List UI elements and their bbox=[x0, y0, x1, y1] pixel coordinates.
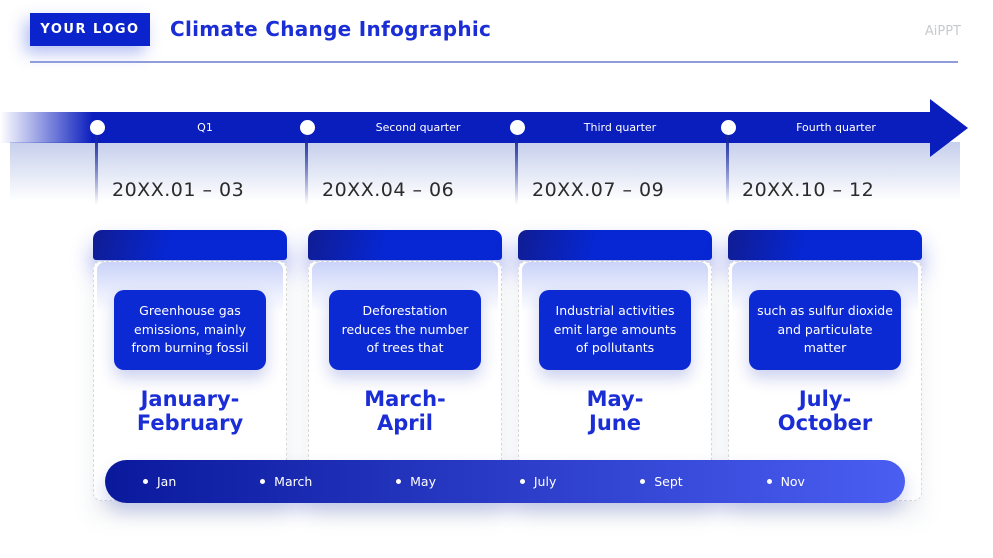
month-item-july: July bbox=[519, 474, 557, 489]
card-title: May- June bbox=[586, 387, 644, 435]
quarter-label-q4: Fourth quarter bbox=[796, 121, 876, 134]
card-january-february: Greenhouse gas emissions, mainly from bu… bbox=[93, 261, 287, 501]
timeline-dot-icon bbox=[510, 120, 525, 135]
page-title: Climate Change Infographic bbox=[170, 17, 492, 41]
card-description: Deforestation reduces the number of tree… bbox=[341, 302, 469, 356]
month-item-sept: Sept bbox=[640, 474, 683, 489]
month-label: March bbox=[274, 474, 313, 489]
header-divider bbox=[30, 61, 958, 63]
month-item-march: March bbox=[260, 474, 312, 489]
month-item-nov: Nov bbox=[766, 474, 805, 489]
month-item-jan: Jan bbox=[143, 474, 176, 489]
card-header-bar bbox=[308, 230, 502, 260]
bullet-dot-icon bbox=[766, 479, 772, 484]
month-pill-bar: Jan March May July Sept Nov bbox=[105, 460, 905, 503]
quarter-date-q2: 20XX.04 – 06 bbox=[322, 179, 455, 201]
logo-badge: YOUR LOGO bbox=[30, 13, 150, 46]
card-description-box: such as sulfur dioxide and particulate m… bbox=[749, 290, 901, 370]
card-title: March- April bbox=[364, 387, 446, 435]
logo-text: YOUR LOGO bbox=[40, 22, 140, 37]
card-description: such as sulfur dioxide and particulate m… bbox=[757, 302, 893, 356]
month-item-may: May bbox=[396, 474, 436, 489]
timeline-tick bbox=[515, 135, 518, 205]
card-header-bar bbox=[728, 230, 922, 260]
timeline-tick bbox=[726, 135, 729, 205]
quarter-date-q1: 20XX.01 – 03 bbox=[112, 179, 245, 201]
bullet-dot-icon bbox=[396, 479, 402, 484]
card-header-bar bbox=[518, 230, 712, 260]
bullet-dot-icon bbox=[519, 479, 525, 484]
month-label: Sept bbox=[654, 474, 683, 489]
month-label: July bbox=[533, 474, 557, 489]
month-label: May bbox=[410, 474, 436, 489]
quarter-date-q3: 20XX.07 – 09 bbox=[532, 179, 665, 201]
timeline-glow-band bbox=[10, 142, 960, 208]
timeline-tick bbox=[95, 135, 98, 205]
timeline-dot-icon bbox=[721, 120, 736, 135]
card-header-bar bbox=[93, 230, 287, 260]
card-description-box: Industrial activities emit large amounts… bbox=[539, 290, 691, 370]
timeline-arrow-bar bbox=[0, 112, 930, 143]
bullet-dot-icon bbox=[640, 479, 646, 484]
timeline-dot-icon bbox=[90, 120, 105, 135]
bullet-dot-icon bbox=[143, 479, 148, 484]
month-label: Jan bbox=[157, 474, 177, 489]
quarter-label-q3: Third quarter bbox=[583, 121, 657, 134]
quarter-label-q1: Q1 bbox=[197, 121, 213, 134]
quarter-label-q2: Second quarter bbox=[375, 121, 461, 134]
card-description: Industrial activities emit large amounts… bbox=[553, 302, 677, 356]
watermark-text: AiPPT bbox=[924, 24, 961, 39]
quarter-date-q4: 20XX.10 – 12 bbox=[742, 179, 875, 201]
card-title: July- October bbox=[777, 387, 873, 435]
card-description-box: Greenhouse gas emissions, mainly from bu… bbox=[114, 290, 266, 370]
timeline-dot-icon bbox=[300, 120, 315, 135]
month-label: Nov bbox=[780, 474, 805, 489]
card-title: January- February bbox=[136, 387, 244, 435]
card-description: Greenhouse gas emissions, mainly from bu… bbox=[131, 302, 249, 356]
timeline-tick bbox=[305, 135, 308, 205]
bullet-dot-icon bbox=[260, 479, 266, 484]
card-description-box: Deforestation reduces the number of tree… bbox=[329, 290, 481, 370]
timeline-arrow-head-icon bbox=[930, 99, 968, 157]
